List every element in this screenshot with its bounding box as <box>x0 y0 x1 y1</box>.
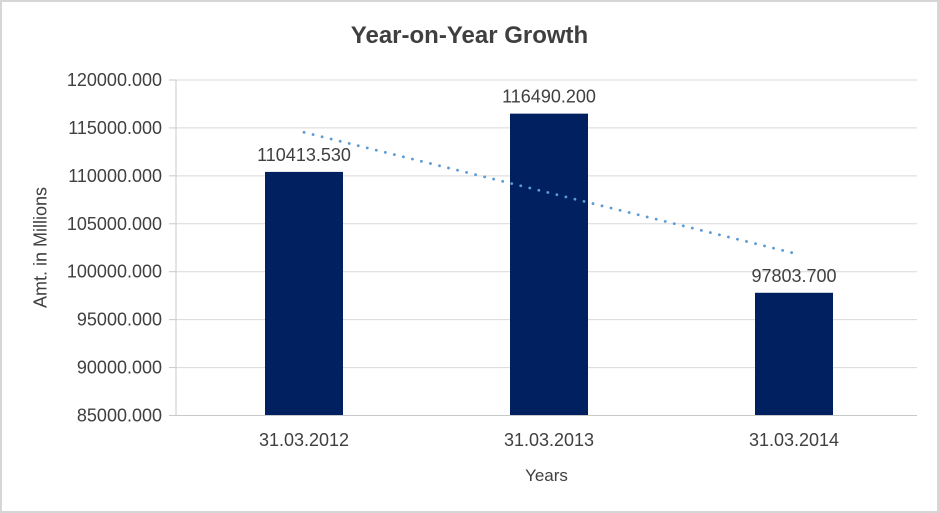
y-tick-label: 120000.000 <box>67 70 162 90</box>
label-layer: 120000.000 115000.000 110000.000 105000.000… <box>67 70 839 450</box>
bar <box>755 292 833 416</box>
x-category-label: 31.03.2013 <box>504 430 594 450</box>
chart-title: Year-on-Year Growth <box>350 22 589 49</box>
y-tick-label: 90000.000 <box>77 358 162 378</box>
data-label: 97803.700 <box>751 266 836 286</box>
x-axis-title: Years <box>525 466 568 485</box>
bar-layer <box>265 113 833 416</box>
axis-layer <box>169 79 917 416</box>
trend-layer <box>302 130 796 255</box>
bar <box>265 171 343 416</box>
y-tick-label: 115000.000 <box>68 118 162 138</box>
data-label: 116490.200 <box>502 87 596 107</box>
x-category-label: 31.03.2012 <box>259 430 349 450</box>
trendline <box>302 130 796 255</box>
data-label: 110413.530 <box>257 145 351 165</box>
bar <box>510 113 588 416</box>
y-tick-label: 105000.000 <box>67 214 162 234</box>
y-tick-label: 100000.000 <box>67 262 162 282</box>
x-category-label: 31.03.2014 <box>749 430 839 450</box>
y-tick-label: 95000.000 <box>77 310 162 330</box>
y-tick-label: 110000.000 <box>68 166 162 186</box>
y-tick-label: 85000.000 <box>77 406 162 426</box>
